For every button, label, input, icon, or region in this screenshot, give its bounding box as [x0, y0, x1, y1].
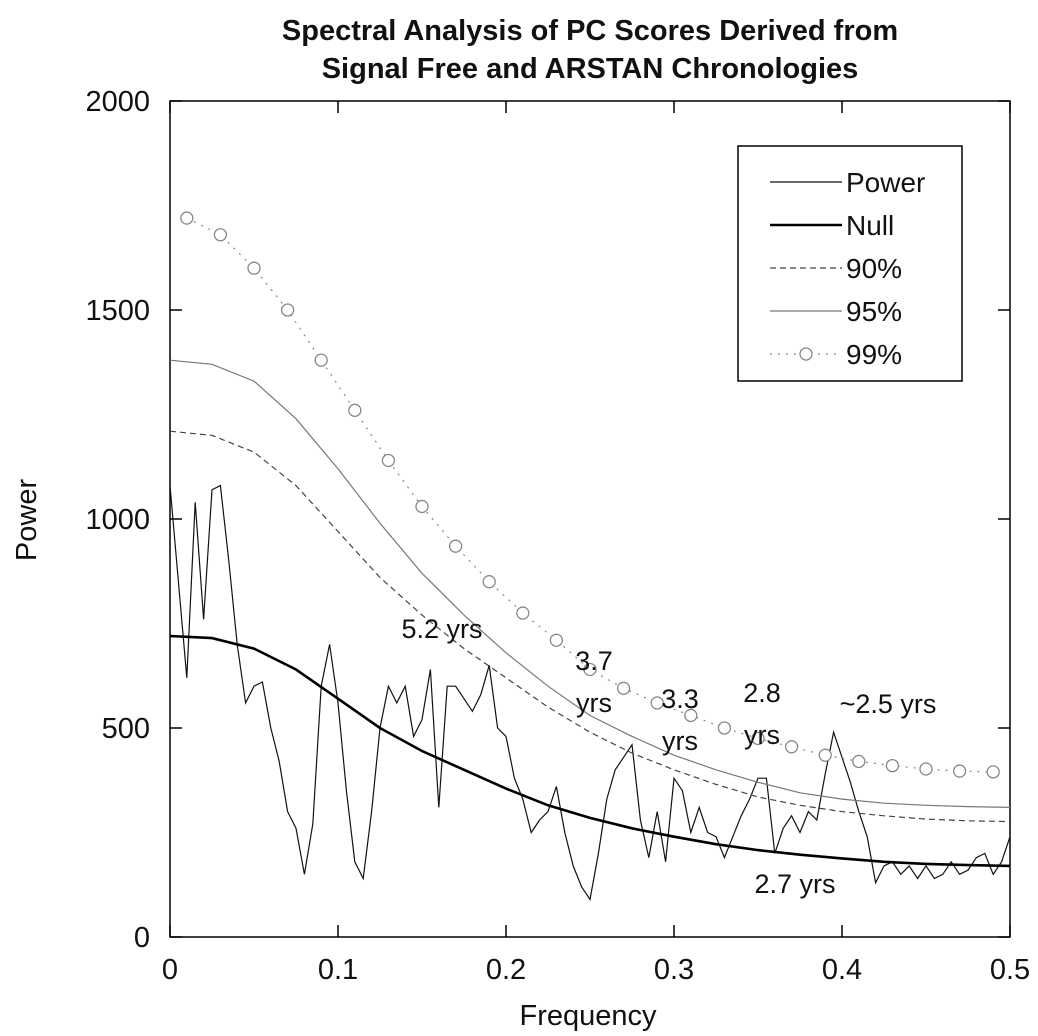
series-marker [381, 453, 396, 468]
legend-label: 90% [846, 253, 902, 284]
series-marker [482, 575, 496, 589]
series-marker [885, 758, 900, 773]
series-marker [952, 764, 967, 778]
series-line [169, 484, 1011, 901]
series-marker [247, 261, 261, 275]
y-axis-label: Power [11, 479, 43, 562]
annotation: yrs [662, 726, 698, 756]
series-line [169, 430, 1011, 823]
x-tick-label: 0 [162, 954, 178, 986]
series-marker [818, 748, 832, 762]
series-marker [549, 633, 564, 647]
series-marker [213, 228, 228, 242]
series-marker [583, 662, 597, 677]
legend-marker [799, 347, 813, 361]
legend-label: 99% [846, 339, 902, 370]
annotation: yrs [744, 720, 780, 750]
x-tick-label: 0.2 [486, 954, 526, 986]
series-marker [348, 403, 362, 417]
series-marker [448, 539, 463, 553]
series-marker [616, 681, 631, 695]
y-tick-label: 500 [102, 713, 150, 745]
series-marker [280, 303, 295, 317]
series-marker [180, 211, 194, 225]
annotation: ~2.5 yrs [840, 689, 937, 719]
series-marker [650, 696, 664, 710]
y-tick-label: 0 [134, 922, 150, 954]
series-line [169, 359, 1011, 808]
x-tick-label: 0.5 [990, 954, 1030, 986]
x-tick-label: 0.1 [318, 954, 358, 986]
annotation: 2.8 [743, 678, 781, 708]
series-marker [516, 606, 530, 620]
x-tick-label: 0.4 [822, 954, 862, 986]
series-marker [717, 721, 732, 735]
series-line [169, 634, 1011, 868]
series-marker [919, 762, 933, 776]
series-marker [986, 765, 1000, 779]
series-marker [751, 731, 765, 746]
annotation: 3.7 [575, 646, 613, 676]
series-marker [314, 353, 328, 367]
chart-title: Spectral Analysis of PC Scores Derived f… [282, 15, 898, 47]
legend-label: 95% [846, 296, 902, 327]
chart-title: Signal Free and ARSTAN Chronologies [322, 53, 859, 85]
annotation: yrs [576, 688, 612, 718]
legend-label: Power [846, 167, 925, 198]
series-marker [852, 754, 866, 769]
y-tick-label: 2000 [85, 86, 150, 118]
series-marker [415, 499, 429, 514]
x-tick-label: 0.3 [654, 954, 694, 986]
legend-label: Null [846, 210, 894, 241]
legend-box [737, 145, 963, 382]
series-marker [784, 740, 799, 754]
x-axis-label: Frequency [519, 1000, 657, 1032]
annotation: 5.2 yrs [401, 614, 482, 644]
series-marker [684, 708, 698, 723]
annotation: 3.3 [661, 684, 699, 714]
annotation: 2.7 yrs [754, 869, 835, 899]
y-tick-label: 1000 [85, 504, 150, 536]
y-tick-label: 1500 [85, 295, 150, 327]
